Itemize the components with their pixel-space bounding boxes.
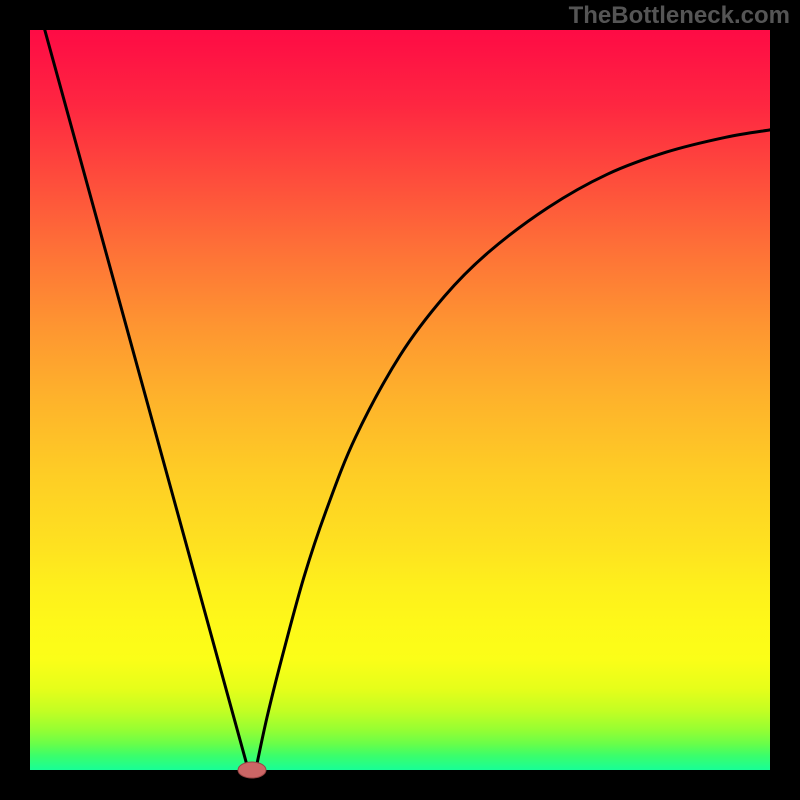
chart-container: TheBottleneck.com xyxy=(0,0,800,800)
bottleneck-chart xyxy=(0,0,800,800)
watermark-text: TheBottleneck.com xyxy=(569,2,790,30)
optimal-point-marker xyxy=(238,762,266,778)
chart-plot-area xyxy=(30,30,770,770)
